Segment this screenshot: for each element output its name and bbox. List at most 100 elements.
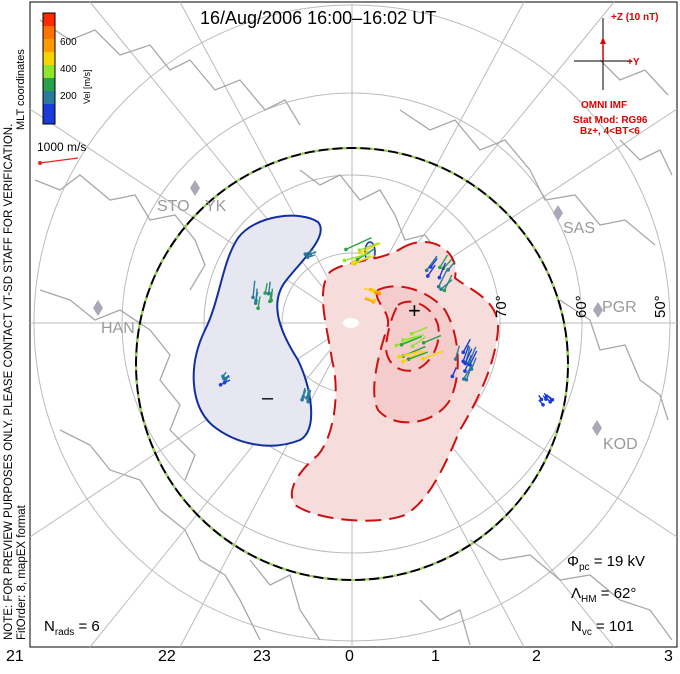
radar-count: Nrads = 6	[44, 618, 100, 638]
imf-source: OMNI IMF	[581, 100, 628, 111]
vector-line	[359, 242, 381, 254]
site-markers	[93, 180, 603, 436]
vector-origin	[350, 261, 355, 266]
vector-origin	[268, 299, 272, 304]
vector-origin	[548, 400, 553, 404]
vector-origin	[450, 374, 455, 379]
vector-line	[438, 262, 447, 278]
vector-origin	[358, 250, 362, 255]
mlt-label-3: 3	[664, 648, 673, 665]
vector-origin	[421, 340, 426, 345]
imf-z-label: +Z (10 nT)	[611, 12, 659, 23]
vector-line	[257, 296, 261, 309]
colorbar-tick-200: 200	[60, 91, 77, 102]
vector-line	[464, 354, 473, 372]
hm-boundary-dashes	[135, 147, 569, 581]
vector-line	[307, 389, 312, 402]
vector-line	[270, 288, 274, 301]
vector-origin	[372, 298, 377, 303]
vector-origin	[463, 369, 467, 373]
vector-origin	[442, 288, 447, 293]
vector-line	[463, 366, 472, 380]
vector-line	[411, 326, 428, 335]
vector-origin	[308, 252, 313, 256]
vector-line	[462, 338, 471, 353]
vector-origin	[438, 265, 442, 270]
negative-cell	[192, 214, 322, 447]
vector-origin	[541, 402, 545, 407]
vector-origin	[301, 395, 306, 399]
vector-line	[412, 336, 427, 347]
vector-origin	[342, 258, 347, 263]
mlt-label-1: 1	[431, 648, 440, 665]
vector-line	[462, 345, 470, 362]
vector-origin	[425, 274, 430, 278]
colorbar-tick-400: 400	[60, 64, 77, 75]
vector-count: Nvc = 101	[571, 618, 634, 638]
cross-polar-potential: Φpc = 19 kV	[567, 553, 645, 573]
vector-origin	[544, 394, 549, 398]
velocity-vectors	[218, 236, 555, 407]
vector-line	[426, 255, 438, 271]
map-title: 16/Aug/2006 16:00–16:02 UT	[200, 8, 437, 28]
coordinate-label: MLT coordinates	[15, 49, 27, 130]
vector-origin	[467, 359, 472, 364]
imf-model: Stat Mod: RG96	[573, 115, 648, 126]
vector-origin	[421, 357, 425, 361]
vector-origin	[256, 306, 260, 310]
vector-origin	[401, 338, 405, 342]
imf-condition: Bz+, 4<BT<6	[580, 126, 640, 137]
vector-origin	[439, 287, 443, 292]
vector-line	[470, 357, 477, 370]
site-label-yk: YK	[205, 198, 227, 215]
site-label-kod: KOD	[603, 436, 638, 453]
vector-origin	[446, 268, 450, 272]
fit-order-note: FitOrder: 8, mapEX format	[16, 505, 28, 640]
vector-origin	[406, 357, 411, 361]
vector-origin	[377, 291, 382, 296]
vector-origin	[305, 255, 310, 259]
vector-origin	[409, 331, 414, 336]
colorbar-tick-600: 600	[60, 37, 77, 48]
vector-origin	[300, 397, 304, 402]
vector-line	[408, 351, 428, 360]
vector-origin	[401, 359, 405, 364]
vector-origin	[223, 377, 228, 382]
vector-line	[352, 255, 376, 265]
vector-origin	[410, 344, 415, 349]
positive-cell-inner	[384, 300, 440, 372]
mlt-label-2: 2	[532, 648, 541, 665]
vector-origin	[468, 363, 472, 367]
vector-line	[252, 280, 256, 298]
vector-line	[464, 348, 473, 364]
vector-origin	[371, 289, 375, 293]
positive-cell-sign: +	[408, 298, 421, 323]
vector-line	[423, 334, 442, 344]
vector-line	[345, 236, 372, 251]
vector-origin	[396, 354, 401, 359]
site-label-han: HAN	[101, 320, 135, 337]
vector-line	[422, 350, 445, 360]
vector-origin	[344, 247, 348, 252]
vector-origin	[463, 361, 467, 366]
mlt-label-22: 22	[158, 648, 176, 665]
vector-origin	[539, 397, 544, 402]
vector-line	[398, 350, 422, 358]
vector-line	[442, 258, 453, 269]
preview-note: NOTE: FOR PREVIEW PURPOSES ONLY. PLEASE …	[3, 123, 15, 640]
pole-gap	[343, 318, 359, 328]
vector-line	[438, 270, 448, 287]
negative-cell-sign: –	[262, 387, 274, 409]
lat-label-70: 70°	[493, 295, 510, 318]
vector-origin	[263, 291, 267, 295]
reference-vector-label: 1000 m/s	[37, 140, 87, 154]
vector-line	[439, 254, 449, 268]
vector-origin	[355, 257, 360, 262]
vector-line	[396, 336, 417, 347]
vector-line	[440, 279, 453, 290]
vector-origin	[436, 284, 441, 289]
vector-line	[454, 345, 460, 360]
vector-origin	[305, 395, 310, 400]
vector-line	[401, 335, 422, 346]
